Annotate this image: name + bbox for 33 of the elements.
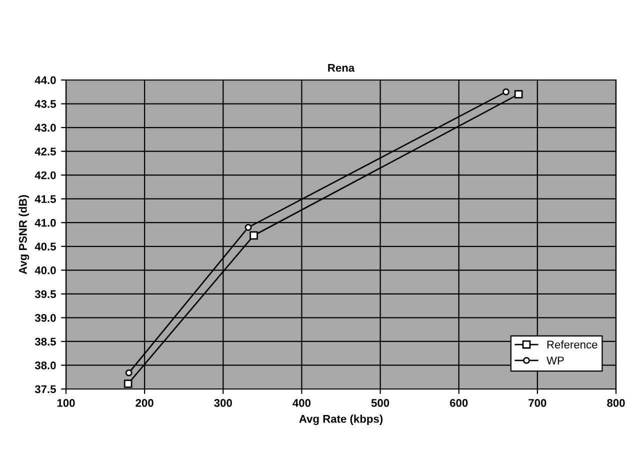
y-tick-label: 37.5 [34, 385, 56, 394]
y-tick-label: 41.0 [34, 218, 56, 227]
y-tick-label: 43.0 [34, 124, 56, 132]
x-axis-title: Avg Rate (kbps) [299, 414, 383, 426]
x-tick-label: 600 [450, 399, 468, 407]
y-tick-label: 42.5 [34, 148, 56, 156]
y-tick-label: 39.5 [34, 290, 56, 298]
y-tick-label: 42.0 [34, 171, 56, 180]
y-tick-label: 40.0 [34, 266, 56, 274]
y-tick-label: 39.0 [34, 314, 56, 322]
y-tick-label: 38.0 [34, 362, 56, 370]
x-tick-label: 800 [607, 399, 625, 407]
point [250, 231, 258, 240]
x-tick-label: 700 [528, 399, 546, 407]
point [514, 90, 523, 98]
x-tick-label: 300 [214, 399, 232, 407]
y-tick-label: 38.5 [34, 338, 56, 346]
point [502, 88, 510, 96]
point [124, 380, 132, 388]
x-tick-label: 200 [136, 399, 154, 407]
y-tick-label: 44.0 [34, 76, 56, 84]
point [244, 224, 252, 231]
y-tick-label: 43.5 [34, 100, 56, 108]
y-axis-title: Avg PSNR (dB) [18, 195, 30, 274]
point [125, 369, 132, 376]
x-tick-label: 400 [292, 399, 311, 407]
y-tick-label: 41.5 [34, 195, 56, 203]
x-tick-label: 500 [371, 399, 390, 407]
x-tick-label: 100 [57, 399, 75, 407]
legend-label: Reference [547, 340, 598, 349]
chart-title: Rena [328, 64, 355, 72]
legend-label: WP [546, 356, 564, 364]
y-tick-label: 40.5 [34, 242, 56, 251]
